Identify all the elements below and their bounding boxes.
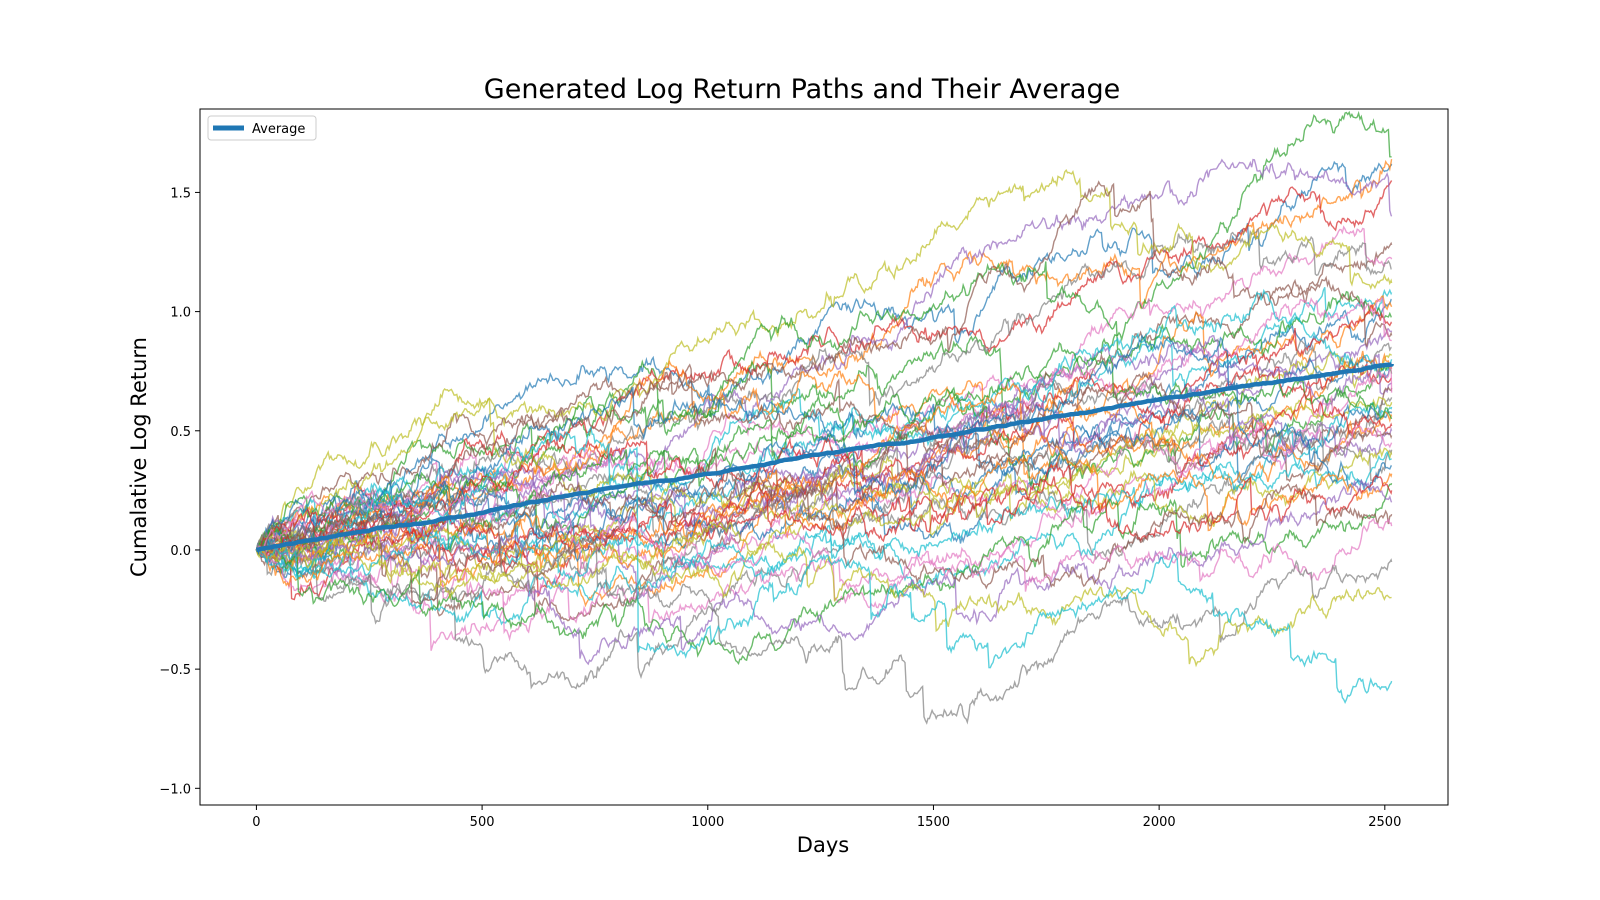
average-layer [256, 362, 1394, 553]
y-tick-label: −1.0 [159, 782, 191, 797]
y-tick-label: 0.5 [170, 425, 191, 440]
simulated-path-line [256, 435, 1393, 588]
x-axis-label: Days [797, 833, 849, 857]
simulated-path-line [255, 470, 1393, 605]
y-axis-label: Cumalative Log Return [127, 337, 151, 577]
x-tick-label: 2000 [1143, 815, 1176, 830]
simulated-path-line [255, 479, 1393, 666]
y-axis: −1.0 −0.5 0.0 0.5 1.0 1.5 [159, 186, 200, 797]
simulated-path-line [255, 447, 1393, 599]
x-tick-label: 1000 [691, 815, 724, 830]
simulated-path-line [255, 180, 1393, 554]
paths-layer [255, 110, 1393, 725]
simulated-path-line [256, 346, 1392, 600]
plot-frame [199, 108, 1449, 806]
legend: Average [207, 115, 317, 141]
x-tick-label: 500 [470, 815, 495, 830]
y-tick-label: 0.0 [170, 544, 191, 559]
chart-title: Generated Log Return Paths and Their Ave… [484, 74, 1120, 105]
x-tick-label: 1500 [917, 815, 950, 830]
x-tick-label: 0 [252, 815, 260, 830]
simulated-path-line [255, 168, 1393, 551]
simulated-path-line [255, 521, 1392, 668]
average-line [256, 362, 1394, 553]
simulated-path-line [255, 426, 1393, 705]
simulated-path-line [256, 160, 1393, 552]
simulated-path-line [256, 388, 1393, 560]
legend-box [207, 115, 317, 141]
simulated-path-line [256, 450, 1392, 584]
y-tick-label: 1.0 [170, 306, 191, 321]
simulated-path-line [256, 424, 1393, 642]
legend-label-average: Average [252, 122, 305, 137]
simulated-path-line [255, 110, 1392, 575]
x-axis: 0 500 1000 1500 2000 2500 [252, 805, 1401, 830]
y-tick-label: −0.5 [159, 663, 191, 678]
simulated-path-line [255, 371, 1393, 561]
y-tick-label: 1.5 [170, 186, 191, 201]
simulated-path-line [256, 482, 1393, 665]
simulated-path-line [256, 489, 1393, 592]
x-tick-label: 2500 [1368, 815, 1401, 830]
simulated-path-line [256, 334, 1393, 563]
